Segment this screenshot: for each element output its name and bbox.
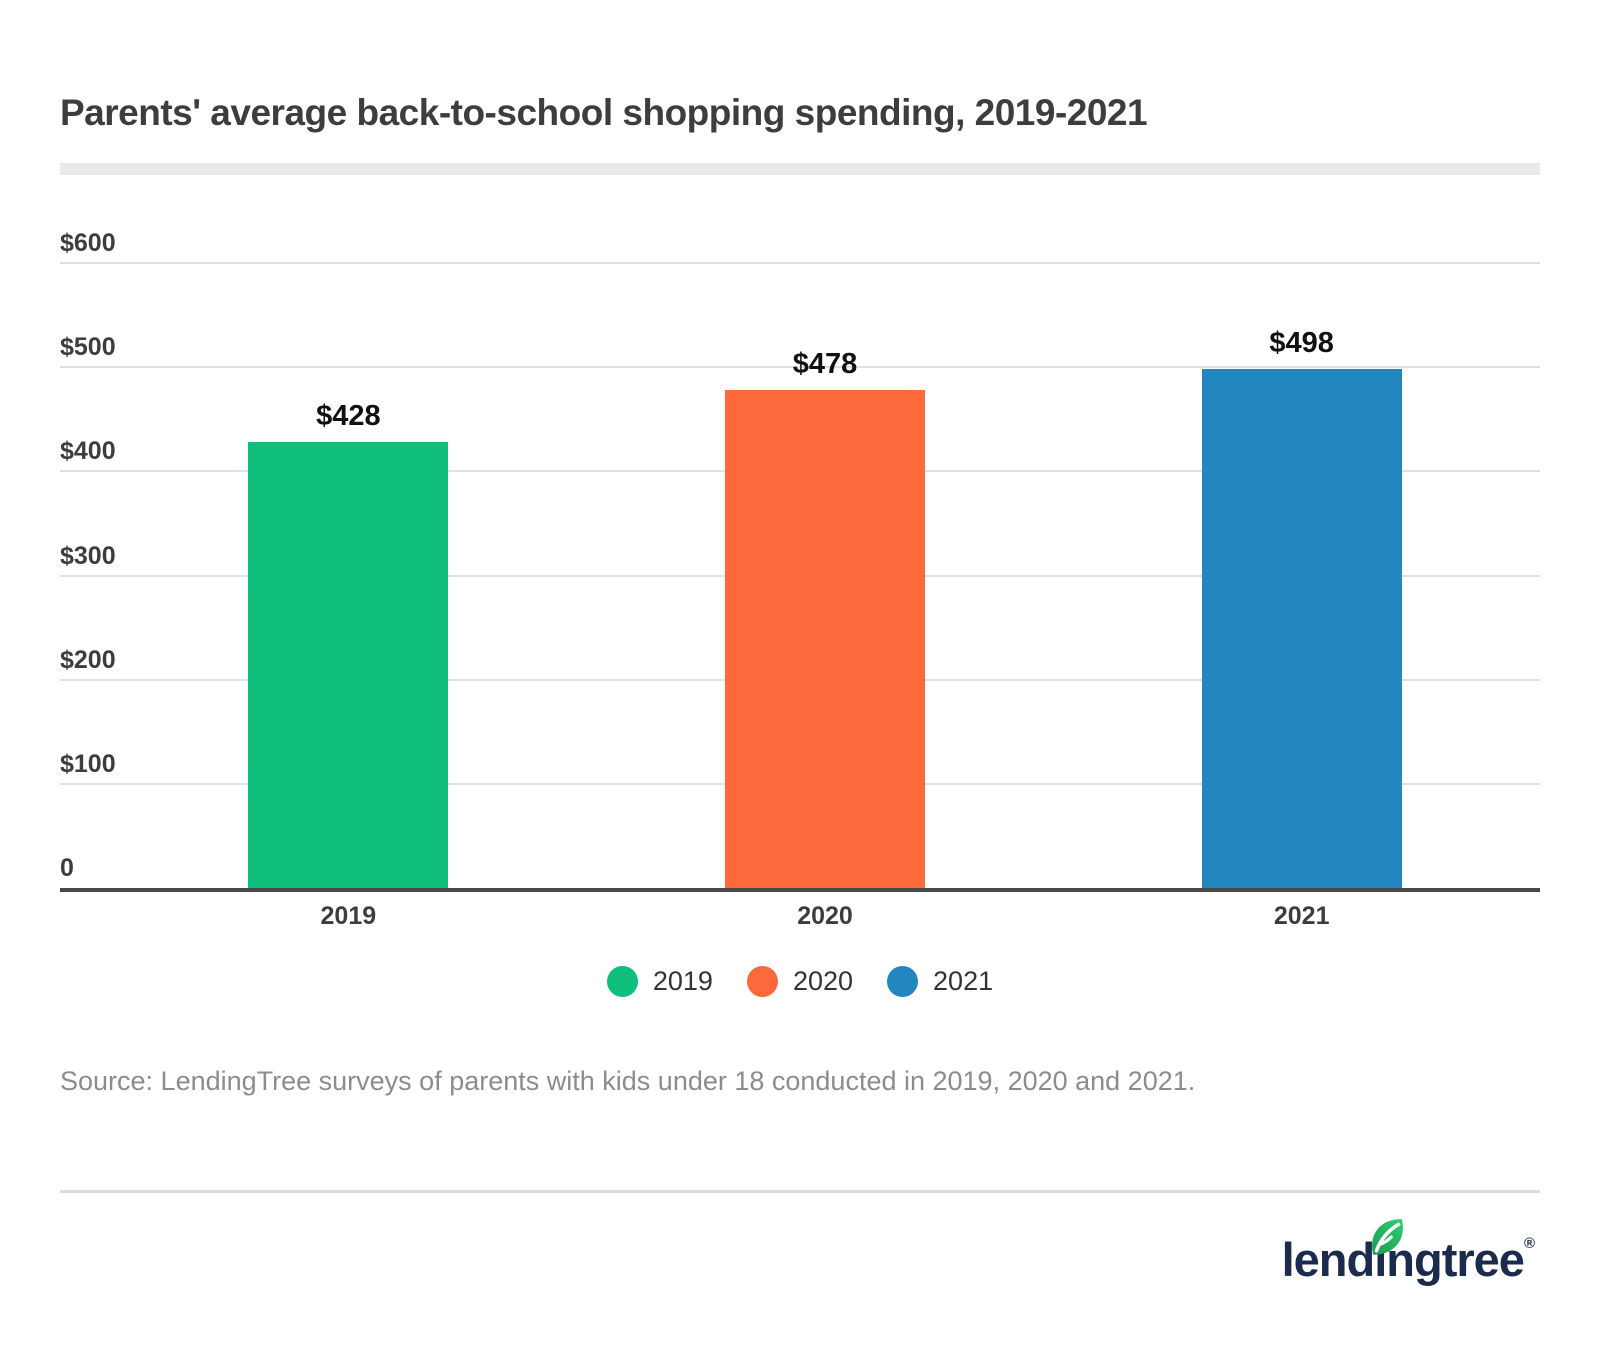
y-tick-label-300: $300 (60, 541, 116, 570)
bar-column-2020: $478 (587, 263, 1064, 888)
legend-dot-2020 (746, 966, 778, 997)
title-underline-bar (60, 163, 1540, 175)
logo-brand-text: lendingtree (1281, 1233, 1525, 1286)
bar-2021 (1201, 369, 1402, 888)
legend-item-2020: 2020 (746, 966, 854, 997)
legend-dot-2021 (887, 966, 919, 997)
bar-2020 (725, 390, 925, 888)
y-tick-label-0: 0 (60, 854, 74, 882)
x-axis-label-2019: 2019 (320, 902, 377, 930)
bar-column-2021: $498 (1063, 263, 1540, 888)
bar-2019 (248, 442, 449, 888)
x-axis-line (60, 888, 1540, 892)
y-tick-label-600: $600 (60, 229, 116, 257)
legend-item-2021: 2021 (887, 966, 993, 997)
gridline-500 (60, 366, 1540, 369)
y-tick-label-500: $500 (60, 333, 116, 362)
legend-label-2019: 2019 (652, 966, 713, 996)
leaf-icon (1366, 1216, 1408, 1258)
bars-container: $428 $478 $498 (110, 263, 1540, 888)
bar-value-label-2019: $428 (316, 400, 381, 433)
x-axis-label-2020: 2020 (797, 902, 853, 930)
legend-label-2020: 2020 (792, 966, 854, 996)
lendingtree-logo: lendingtree® (1281, 1219, 1535, 1286)
bar-value-label-2021: $498 (1269, 327, 1334, 360)
x-axis-labels: 2019 2020 2021 (110, 902, 1540, 931)
legend-item-2019: 2019 (606, 966, 713, 997)
logo-wrap: lendingtree® (1281, 1219, 1535, 1286)
bar-column-2019: $428 (110, 263, 587, 888)
gridline-600 (60, 262, 1540, 264)
source-note: Source: LendingTree surveys of parents w… (60, 1066, 1196, 1096)
y-tick-label-200: $200 (60, 645, 116, 674)
x-axis-label-2021: 2021 (1273, 902, 1330, 930)
registered-mark: ® (1523, 1235, 1535, 1252)
legend-label-2021: 2021 (933, 966, 994, 996)
chart-title: Parents' average back-to-school shopping… (60, 92, 1148, 133)
chart-legend: 2019 2020 2021 (0, 966, 1600, 997)
footer-divider (60, 1190, 1540, 1193)
bar-value-label-2020: $478 (792, 348, 858, 381)
legend-dot-2019 (606, 966, 638, 997)
plot-area: $428 $478 $498 $600 $500 $400 $300 $200 $100 0 (60, 231, 1540, 888)
y-tick-label-100: $100 (60, 749, 116, 778)
y-tick-label-400: $400 (60, 437, 116, 466)
